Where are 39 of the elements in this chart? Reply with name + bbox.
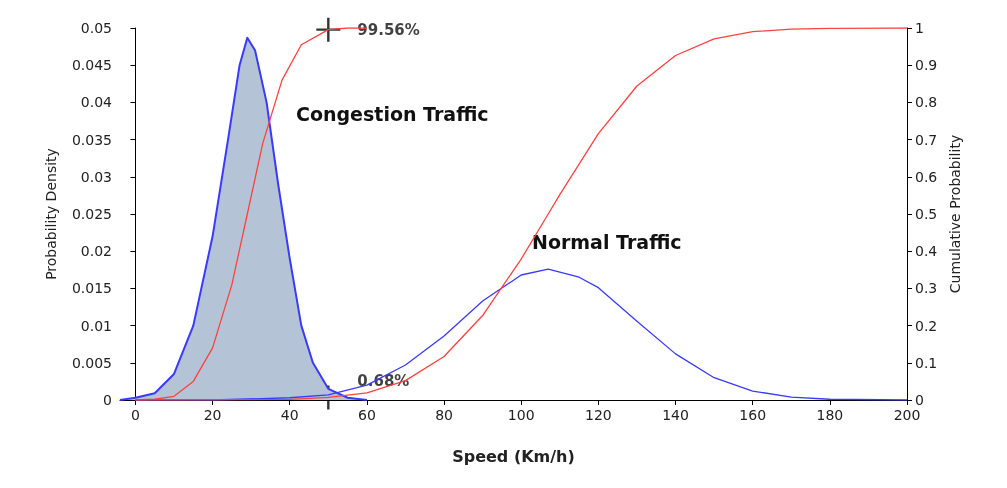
x-tick-label: 100 — [507, 407, 535, 423]
x-tick-label: 80 — [435, 407, 453, 423]
y-tick-label: 0.01 — [80, 317, 112, 334]
y2-tick-label: 0.3 — [915, 280, 938, 297]
annotation: Normal Traffic — [532, 230, 682, 253]
x-tick-label: 40 — [280, 407, 299, 423]
y-tick-label: 0.02 — [80, 243, 112, 260]
y2-tick-label: 0.5 — [915, 206, 938, 222]
x-tick-label: 140 — [662, 407, 689, 423]
x-tick-label: 20 — [203, 407, 222, 423]
y2-tick-label: 1 — [915, 20, 924, 36]
x-tick-label: 200 — [893, 407, 921, 423]
x-tick-label: 60 — [357, 407, 376, 423]
x-tick-label: 120 — [585, 407, 612, 423]
x-tick-label: 180 — [816, 407, 844, 423]
y-tick-label: 0.005 — [71, 354, 112, 371]
y2-axis-title: Cumulative Probability — [947, 134, 964, 294]
y-tick-label: 0 — [103, 392, 112, 408]
y-tick-label: 0.05 — [80, 20, 112, 36]
y-tick-label: 0.04 — [80, 94, 113, 111]
y-axis-title: Probability Density — [43, 148, 59, 280]
y2-tick-label: 0.7 — [915, 131, 938, 148]
y-tick-label: 0.045 — [71, 57, 112, 74]
x-axis-title: Speed (Km/h) — [452, 446, 575, 466]
y2-tick-label: 0.6 — [915, 168, 938, 185]
data-label: 99.56% — [357, 20, 420, 39]
x-tick-label: 0 — [130, 407, 140, 423]
y2-tick-label: 0.2 — [915, 317, 938, 334]
y2-tick-label: 0.1 — [915, 354, 938, 371]
y2-tick-label: 0.4 — [915, 243, 938, 260]
y2-tick-label: 0.9 — [915, 57, 938, 74]
x-tick-label: 160 — [739, 407, 767, 423]
y-tick-label: 0.015 — [71, 280, 112, 297]
y-tick-label: 0.035 — [71, 131, 112, 148]
y-tick-label: 0.025 — [71, 206, 112, 222]
y2-tick-label: 0.8 — [915, 94, 938, 111]
y2-tick-label: 0 — [915, 392, 924, 408]
y-tick-label: 0.03 — [80, 168, 112, 185]
annotation: Congestion Traffic — [296, 102, 489, 125]
